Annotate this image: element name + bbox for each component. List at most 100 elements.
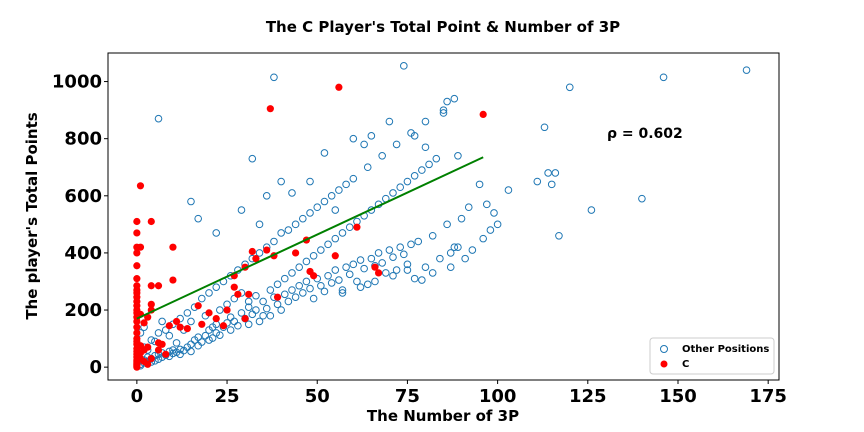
other-positions-point bbox=[450, 94, 459, 103]
other-positions-point bbox=[389, 271, 397, 280]
other-positions-series bbox=[136, 62, 751, 370]
x-tick-label: 175 bbox=[749, 386, 787, 407]
other-positions-point bbox=[165, 331, 174, 340]
x-axis-label: The Number of 3P bbox=[367, 407, 519, 425]
other-positions-point bbox=[299, 214, 307, 223]
other-positions-point bbox=[551, 169, 560, 177]
other-positions-point bbox=[299, 289, 307, 297]
legend-other-positions-label: Other Positions bbox=[682, 344, 769, 355]
other-positions-point bbox=[176, 345, 184, 354]
other-positions-point bbox=[291, 293, 300, 301]
other-positions-point bbox=[266, 286, 275, 294]
c-point bbox=[162, 350, 170, 358]
y-tick-label: 400 bbox=[64, 243, 102, 264]
other-positions-point bbox=[237, 309, 246, 317]
y-tick-label: 800 bbox=[64, 129, 102, 150]
c-point bbox=[198, 320, 206, 328]
other-positions-point bbox=[338, 289, 347, 297]
other-positions-point bbox=[428, 231, 437, 240]
c-point bbox=[133, 229, 141, 237]
other-positions-point bbox=[288, 189, 296, 197]
other-positions-point bbox=[349, 174, 358, 183]
other-positions-point bbox=[400, 62, 408, 70]
other-positions-point bbox=[392, 266, 401, 274]
c-point bbox=[353, 223, 361, 231]
other-positions-point bbox=[320, 149, 329, 157]
other-positions-point bbox=[320, 287, 329, 296]
other-positions-point bbox=[280, 274, 289, 283]
other-positions-point bbox=[277, 177, 285, 186]
c-point bbox=[133, 282, 141, 290]
other-positions-point bbox=[555, 231, 563, 240]
c-point bbox=[136, 243, 145, 251]
c-point bbox=[223, 306, 231, 314]
other-positions-point bbox=[187, 197, 195, 206]
other-positions-point bbox=[464, 203, 473, 212]
c-point bbox=[147, 354, 155, 363]
other-positions-point bbox=[187, 317, 195, 326]
other-positions-point bbox=[742, 66, 751, 74]
other-positions-point bbox=[205, 336, 213, 344]
other-positions-point bbox=[396, 243, 405, 252]
other-positions-point bbox=[309, 251, 318, 260]
other-positions-point bbox=[324, 271, 332, 280]
x-tick-label: 125 bbox=[569, 386, 607, 407]
other-positions-point bbox=[400, 250, 408, 259]
c-point bbox=[133, 217, 141, 226]
other-positions-point bbox=[360, 264, 368, 273]
other-positions-point bbox=[450, 243, 459, 252]
y-tick-label: 1000 bbox=[52, 72, 102, 93]
legend-c-label: C bbox=[682, 359, 689, 370]
other-positions-point bbox=[338, 229, 347, 237]
c-point bbox=[154, 282, 163, 290]
other-positions-point bbox=[255, 220, 264, 229]
other-positions-point bbox=[407, 240, 415, 249]
other-positions-point bbox=[295, 263, 303, 271]
other-positions-point bbox=[327, 191, 336, 200]
c-point bbox=[147, 217, 155, 226]
other-positions-point bbox=[410, 172, 419, 180]
other-positions-point bbox=[284, 297, 293, 306]
c-point bbox=[234, 290, 242, 298]
other-positions-point bbox=[291, 220, 300, 229]
other-positions-point bbox=[216, 306, 224, 314]
other-positions-point bbox=[360, 140, 368, 149]
other-positions-point bbox=[270, 73, 278, 82]
legend-other-positions-marker bbox=[660, 345, 668, 353]
c-point bbox=[194, 302, 202, 310]
other-positions-point bbox=[317, 281, 325, 290]
other-positions-point bbox=[421, 263, 430, 271]
other-positions-point bbox=[194, 333, 202, 341]
other-positions-point bbox=[533, 177, 542, 186]
other-positions-point bbox=[183, 309, 192, 317]
other-positions-point bbox=[392, 140, 401, 149]
x-tick-label: 50 bbox=[305, 386, 330, 407]
other-positions-point bbox=[252, 291, 260, 300]
chart-title: The C Player's Total Point & Number of 3… bbox=[266, 18, 620, 36]
c-point bbox=[241, 314, 249, 323]
other-positions-point bbox=[468, 246, 477, 254]
other-positions-point bbox=[273, 280, 282, 289]
other-positions-point bbox=[454, 243, 462, 252]
other-positions-point bbox=[306, 284, 314, 293]
c-point bbox=[158, 340, 166, 348]
c-point bbox=[248, 247, 256, 256]
other-positions-point bbox=[154, 329, 163, 337]
other-positions-point bbox=[482, 200, 491, 209]
other-positions-point bbox=[479, 234, 487, 243]
y-axis-label: The player's Total Points bbox=[23, 112, 41, 319]
other-positions-point bbox=[197, 294, 206, 303]
other-positions-point bbox=[262, 304, 271, 313]
c-point bbox=[133, 329, 141, 337]
c-point bbox=[331, 252, 339, 260]
y-tick-label: 600 bbox=[64, 186, 102, 207]
c-point bbox=[291, 249, 300, 257]
other-positions-point bbox=[244, 303, 253, 311]
other-positions-point bbox=[158, 317, 166, 326]
other-positions-point bbox=[313, 203, 322, 212]
other-positions-point bbox=[443, 97, 451, 106]
other-positions-point bbox=[403, 266, 412, 274]
other-positions-point bbox=[414, 237, 423, 246]
other-positions-point bbox=[154, 114, 163, 123]
